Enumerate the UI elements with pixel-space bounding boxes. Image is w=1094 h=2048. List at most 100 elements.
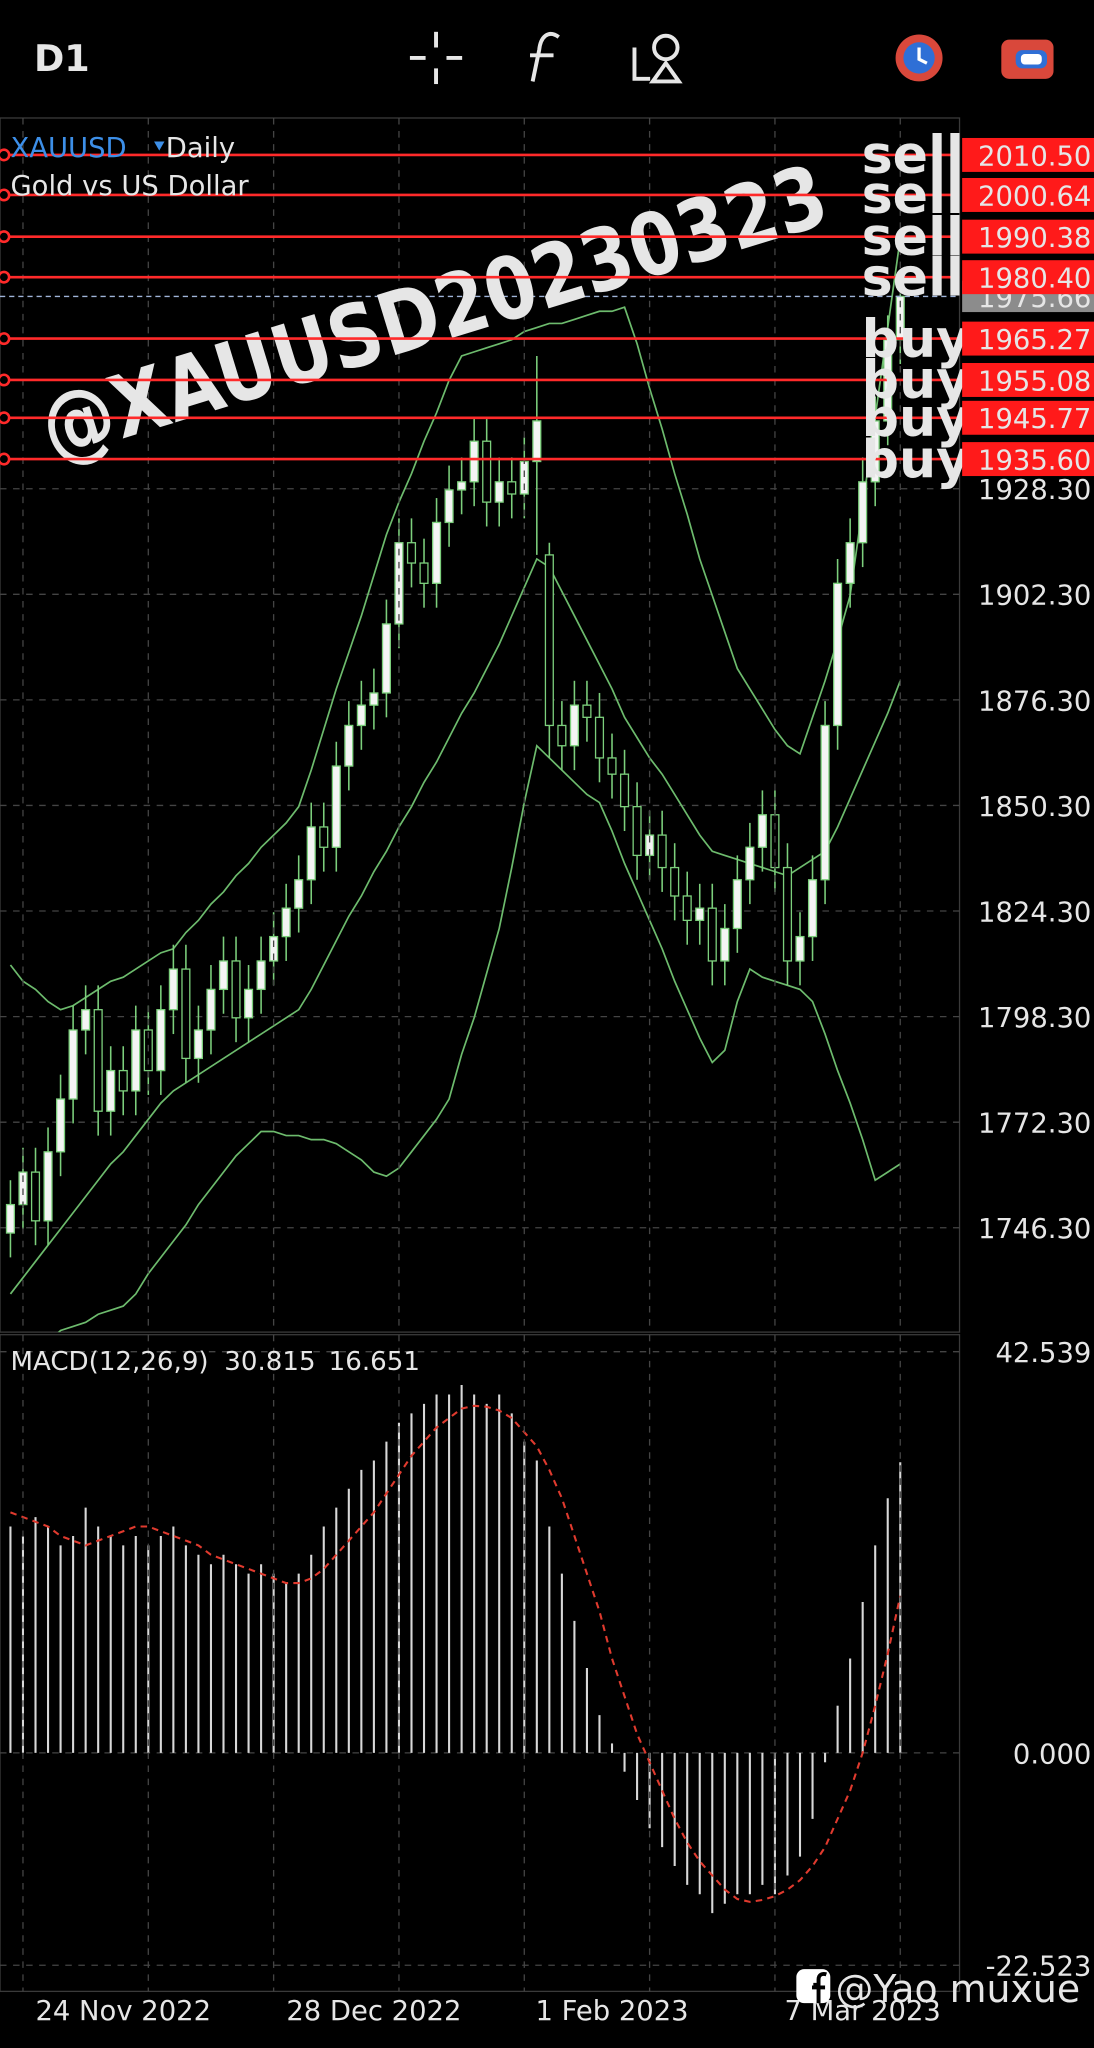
candle-body	[469, 440, 479, 483]
candle-body	[594, 716, 605, 759]
candle-body	[394, 542, 404, 625]
indicator-icon[interactable]	[530, 32, 560, 82]
candle-body	[632, 806, 642, 857]
level-handle[interactable]	[0, 230, 11, 244]
level-handle[interactable]	[0, 188, 11, 202]
macd-signal-value: 16.651	[329, 1347, 420, 1377]
candle-body	[5, 1203, 16, 1234]
symbol-dropdown[interactable]	[154, 141, 165, 151]
y-tick-label: 1798.30	[978, 1003, 1091, 1034]
candle-body	[243, 988, 254, 1019]
candle-body	[131, 1029, 141, 1092]
candle-body	[870, 420, 880, 483]
level-label-box	[962, 400, 1094, 435]
objects-icon[interactable]	[632, 33, 683, 84]
y-tick-label: 1824.30	[978, 897, 1091, 928]
candle-body	[294, 879, 304, 909]
y-tick-label: 1876.30	[978, 686, 1091, 717]
level-label: 2010.50	[978, 141, 1091, 172]
period: Daily	[166, 133, 235, 164]
macd-value: 30.815	[224, 1347, 315, 1377]
level-label-box	[962, 363, 1094, 397]
y-tick-label: 1902.30	[978, 581, 1091, 612]
level-label: 1955.08	[978, 366, 1091, 397]
level-handle[interactable]	[0, 452, 11, 466]
candle-body	[820, 724, 830, 881]
level-label: 1990.38	[978, 223, 1091, 254]
price-plot	[0, 238, 960, 1333]
band-lower	[57, 744, 901, 1333]
candle-body	[181, 968, 191, 1060]
candle-body	[168, 968, 178, 1011]
y-tick-label: 1850.30	[978, 792, 1091, 823]
symbol-header: XAUUSD Daily	[10, 133, 235, 164]
level-label: 2000.64	[978, 181, 1091, 212]
candle-body	[444, 489, 454, 524]
y-tick-label: 1772.30	[978, 1109, 1091, 1140]
level-label: 1965.27	[978, 325, 1091, 356]
account-icon[interactable]	[1001, 39, 1054, 79]
level-handle[interactable]	[0, 270, 11, 284]
band-upper	[9, 238, 902, 1011]
candle-body	[682, 895, 692, 922]
candle-body	[206, 988, 216, 1031]
candle-body	[845, 542, 855, 584]
watermark-logo	[796, 1969, 831, 2004]
candle-body	[858, 481, 868, 544]
candle-body	[381, 623, 391, 694]
candle-body	[707, 907, 717, 962]
candle-body	[419, 562, 429, 584]
candle-body	[56, 1098, 66, 1153]
x-tick-label: 28 Dec 2022	[286, 1996, 461, 2027]
candle-body	[657, 834, 667, 869]
watermark: @Yao muxue	[836, 1967, 1081, 2011]
level-signal: sell	[862, 208, 964, 268]
candle-body	[494, 481, 504, 503]
level-handle[interactable]	[0, 373, 11, 387]
level-label-box	[962, 219, 1094, 254]
level-handle[interactable]	[0, 148, 11, 162]
macd-title-row: MACD(12,26,9) 30.815 16.651	[10, 1347, 420, 1377]
candle-body	[281, 907, 291, 938]
candle-body	[582, 704, 592, 718]
level-handle[interactable]	[0, 332, 11, 346]
trade-icon[interactable]	[895, 34, 943, 82]
candle-body	[732, 879, 742, 930]
candle-body	[431, 521, 442, 584]
candle-body	[607, 757, 617, 775]
candle-body	[507, 481, 517, 495]
symbol-description: Gold vs US Dollar	[10, 171, 249, 202]
level-label: 1980.40	[978, 264, 1091, 295]
level-label: 1935.60	[978, 446, 1091, 477]
level-handle[interactable]	[0, 411, 11, 425]
candle-body	[670, 866, 680, 897]
candle-body	[256, 960, 266, 991]
candle-body	[695, 907, 705, 922]
y-tick-label: 42.539	[995, 1338, 1091, 1369]
candle-body	[795, 935, 805, 962]
level-label-box	[962, 178, 1094, 212]
candle-body	[720, 927, 730, 962]
symbol[interactable]: XAUUSD	[10, 133, 126, 164]
y-tick-label: 1928.30	[978, 475, 1091, 506]
candle-body	[356, 704, 366, 727]
level-signal: sell	[862, 166, 964, 226]
candle-body	[30, 1171, 41, 1222]
candle-body	[482, 440, 492, 503]
crosshair-icon[interactable]	[409, 31, 463, 85]
level-label: 1945.77	[978, 404, 1091, 435]
timeframe-button[interactable]: D1	[34, 37, 90, 80]
candle-body	[782, 866, 793, 962]
candle-body	[569, 704, 579, 747]
level-label-box	[962, 442, 1094, 477]
level-signal: buy	[862, 351, 971, 411]
candle-body	[544, 554, 554, 727]
level-signal: sell	[862, 248, 964, 308]
candle-body	[81, 1009, 91, 1031]
candle-body	[156, 1009, 166, 1072]
candle-body	[619, 773, 630, 808]
level-signal: buy	[862, 389, 971, 449]
macd-panel	[0, 1334, 961, 1993]
